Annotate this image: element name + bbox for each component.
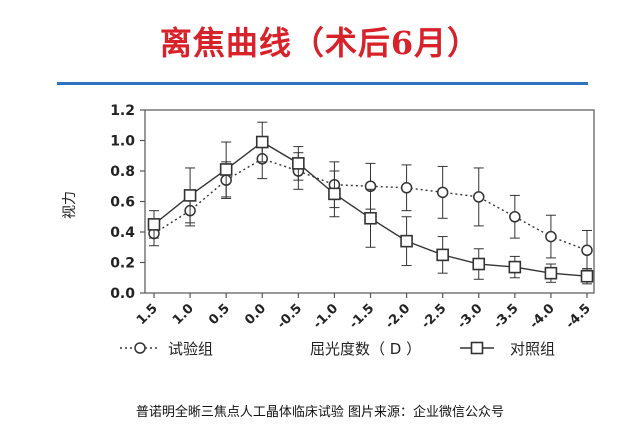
data-point	[436, 186, 449, 199]
x-tick-label: -4.5	[563, 301, 594, 332]
data-point	[436, 248, 449, 262]
data-point	[147, 218, 161, 231]
y-tick-label: 1.2	[110, 103, 135, 119]
data-point	[364, 211, 377, 225]
x-tick-label: 1.0	[170, 301, 197, 328]
data-point	[580, 269, 594, 283]
data-point	[183, 189, 197, 202]
legend-label: 对照组	[510, 340, 555, 358]
data-point	[400, 234, 413, 248]
data-point	[544, 266, 558, 280]
x-tick-label: 0.0	[242, 301, 269, 328]
y-axis-label: 视力	[62, 191, 78, 219]
x-tick-label: 1.5	[134, 301, 161, 328]
data-point	[508, 260, 522, 274]
data-point	[219, 163, 233, 176]
data-point	[472, 257, 486, 271]
data-point	[255, 135, 269, 149]
x-tick-label: -2.5	[419, 301, 450, 332]
data-point	[328, 187, 341, 201]
data-point	[545, 230, 557, 243]
y-tick-label: 0.2	[110, 256, 135, 272]
y-tick-label: 0.0	[110, 286, 135, 302]
y-tick-label: 0.4	[110, 225, 135, 241]
image-caption: 普诺明全晰三焦点人工晶体临床试验 图片来源：企业微信公众号	[135, 405, 505, 420]
page-title: 离焦曲线（术后6月）	[159, 24, 481, 62]
y-tick-label: 0.8	[110, 164, 135, 180]
x-tick-label: -1.0	[311, 301, 342, 332]
data-point	[581, 244, 593, 257]
series-square	[147, 121, 594, 285]
legend-label: 试验组	[168, 340, 213, 358]
data-point	[509, 211, 521, 223]
x-axis-label: 屈光度数（ D ）	[310, 340, 421, 358]
legend-marker-circle	[134, 342, 146, 354]
legend-marker-square	[470, 341, 484, 355]
x-tick-label: -2.0	[383, 301, 414, 332]
x-tick-label: -0.5	[274, 301, 305, 332]
x-tick-label: -3.0	[455, 301, 486, 332]
data-point	[400, 182, 413, 194]
y-tick-label: 1.0	[110, 134, 135, 150]
x-tick-label: 0.5	[206, 301, 233, 328]
plot-frame	[144, 109, 595, 294]
x-tick-label: -3.5	[491, 301, 522, 332]
defocus-curve-chart: 0.00.20.40.60.81.01.21.5 1.0 0.5 0.0 -0.5 -1.…	[62, 103, 595, 358]
x-tick-label: -1.5	[347, 301, 378, 332]
data-point	[292, 157, 305, 170]
y-tick-label: 0.6	[110, 195, 135, 211]
data-point	[473, 191, 485, 203]
x-tick-label: -4.0	[527, 301, 558, 332]
title-divider	[57, 82, 588, 85]
